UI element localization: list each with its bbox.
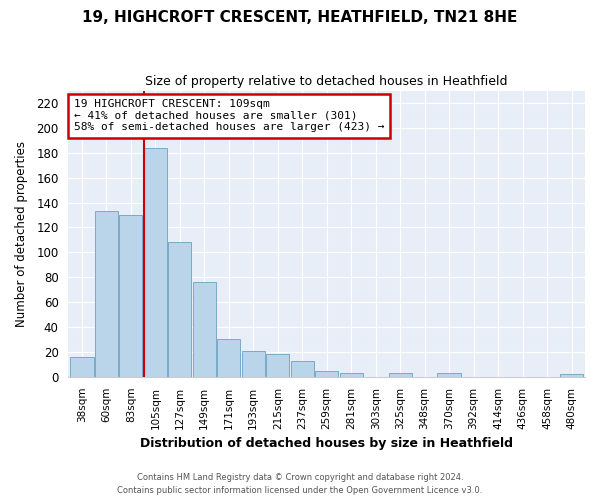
Bar: [70, 357, 94, 377]
Bar: [242, 350, 265, 377]
Bar: [266, 354, 289, 377]
Bar: [119, 215, 142, 377]
Bar: [340, 373, 363, 377]
Bar: [315, 370, 338, 377]
Title: Size of property relative to detached houses in Heathfield: Size of property relative to detached ho…: [145, 75, 508, 88]
Bar: [144, 148, 167, 377]
Bar: [193, 282, 216, 377]
Text: 19 HIGHCROFT CRESCENT: 109sqm
← 41% of detached houses are smaller (301)
58% of : 19 HIGHCROFT CRESCENT: 109sqm ← 41% of d…: [74, 99, 384, 132]
Text: 19, HIGHCROFT CRESCENT, HEATHFIELD, TN21 8HE: 19, HIGHCROFT CRESCENT, HEATHFIELD, TN21…: [82, 10, 518, 25]
Text: Contains HM Land Registry data © Crown copyright and database right 2024.
Contai: Contains HM Land Registry data © Crown c…: [118, 474, 482, 495]
Bar: [168, 242, 191, 377]
Y-axis label: Number of detached properties: Number of detached properties: [15, 140, 28, 326]
Bar: [389, 373, 412, 377]
X-axis label: Distribution of detached houses by size in Heathfield: Distribution of detached houses by size …: [140, 437, 513, 450]
Bar: [290, 360, 314, 377]
Bar: [95, 212, 118, 377]
Bar: [217, 340, 241, 377]
Bar: [560, 374, 583, 377]
Bar: [437, 373, 461, 377]
